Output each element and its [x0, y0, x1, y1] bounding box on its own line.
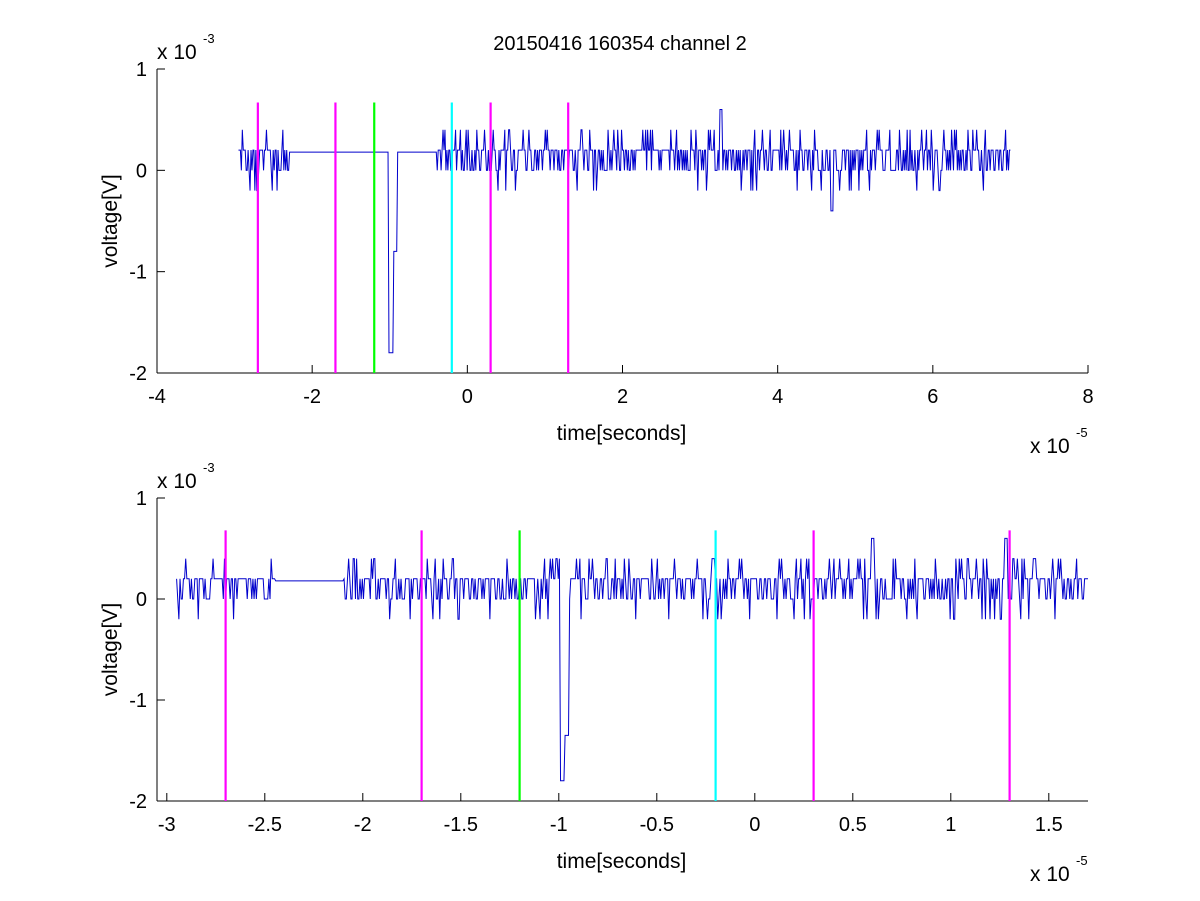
x-axis-label: time[seconds]: [557, 850, 687, 873]
x-tick-label: 2: [617, 386, 628, 408]
y-exponent: -3: [203, 31, 215, 46]
y-tick-label: 1: [136, 488, 147, 510]
y-tick-label: 0: [136, 160, 147, 182]
x-multiplier: x 10: [1030, 863, 1070, 886]
x-tick-label: 8: [1082, 386, 1093, 408]
x-exponent: -5: [1076, 853, 1088, 868]
figure-title: 20150416 160354 channel 2: [493, 33, 747, 55]
y-axis-label: voltage[V]: [99, 603, 122, 696]
x-tick-label: -3: [158, 814, 176, 836]
signal-trace: [238, 109, 1011, 354]
x-tick-label: 1: [945, 814, 956, 836]
x-tick-label: -2: [303, 386, 321, 408]
x-tick-label: 0.5: [839, 814, 867, 836]
x-tick-label: 0: [749, 814, 760, 836]
y-exponent: -3: [203, 460, 215, 475]
x-tick-label: 1.5: [1035, 814, 1063, 836]
x-tick-label: -1.5: [444, 814, 478, 836]
x-tick-label: -1: [550, 814, 568, 836]
x-axis-label: time[seconds]: [557, 422, 687, 445]
x-tick-label: -2.5: [248, 814, 282, 836]
y-tick-label: 0: [136, 589, 147, 611]
axes-bottom: -3 -2.5 -2 -1.5 -1 -0.5 0 0.5 1 1.5 -2 -1 0 1 time[sec…: [99, 460, 1088, 886]
y-tick-label: -2: [129, 791, 147, 813]
x-tick-label: 4: [772, 386, 783, 408]
x-tick-label: -4: [148, 386, 166, 408]
y-multiplier: x 10: [157, 470, 197, 493]
y-tick-label: -1: [129, 690, 147, 712]
axes-top: -4 -2 0 2 4 6 8-2-101time[seconds]voltage[V]x …: [99, 31, 1094, 458]
y-tick-label: -1: [129, 262, 147, 284]
signal-trace: [176, 537, 1088, 782]
y-multiplier: x 10: [157, 41, 197, 64]
x-tick-label: -2: [354, 814, 372, 836]
y-tick-label: -2: [129, 363, 147, 385]
x-multiplier: x 10: [1030, 435, 1070, 458]
x-tick-label: -0.5: [640, 814, 674, 836]
y-tick-label: 1: [136, 59, 147, 81]
y-axis-label: voltage[V]: [99, 174, 122, 267]
x-tick-label: 0: [462, 386, 473, 408]
x-tick-label: 6: [927, 386, 938, 408]
x-exponent: -5: [1076, 425, 1088, 440]
